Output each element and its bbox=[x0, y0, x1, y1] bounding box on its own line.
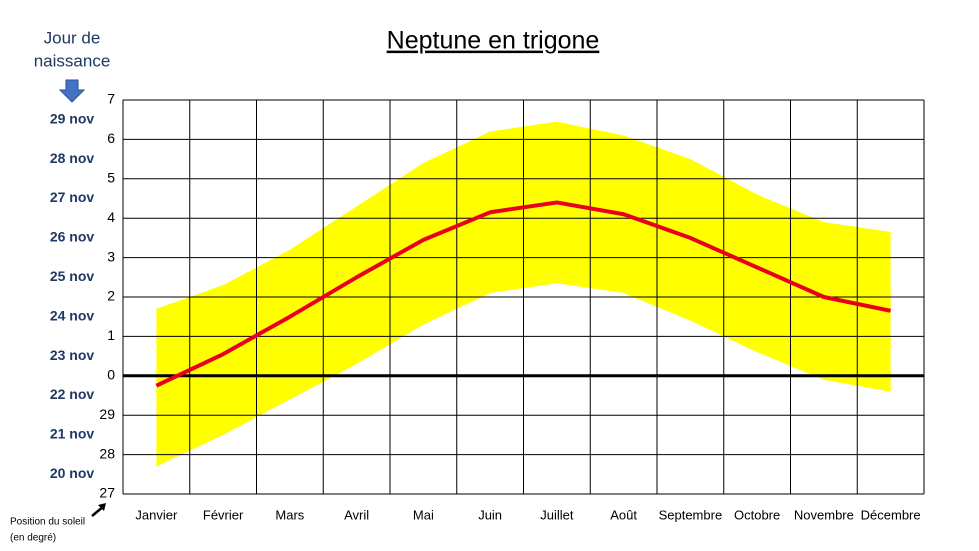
x-tick-label: Août bbox=[610, 507, 637, 522]
band bbox=[156, 121, 891, 467]
x-tick-label: Mai bbox=[413, 507, 434, 522]
y-tick-label: 27 bbox=[99, 485, 115, 501]
y-tick-label: 3 bbox=[107, 248, 115, 264]
x-tick-label: Janvier bbox=[135, 507, 178, 522]
x-tick-label: Septembre bbox=[659, 507, 723, 522]
birthday-label: 24 nov bbox=[50, 307, 95, 323]
x-tick-label: Novembre bbox=[794, 507, 854, 522]
y-tick-label: 2 bbox=[107, 288, 115, 304]
birthday-label: 22 nov bbox=[50, 386, 95, 402]
birthday-label: 25 nov bbox=[50, 268, 95, 284]
birthday-label: 26 nov bbox=[50, 229, 95, 245]
x-tick-label: Décembre bbox=[861, 507, 921, 522]
line bbox=[155, 200, 892, 388]
birthday-label: 27 nov bbox=[50, 189, 95, 205]
birthday-label: 28 nov bbox=[50, 150, 95, 166]
birthday-label: 29 nov bbox=[50, 110, 95, 126]
y-tick-label: 29 bbox=[99, 406, 115, 422]
birthday-label: 20 nov bbox=[50, 465, 95, 481]
x-tick-label: Octobre bbox=[734, 507, 780, 522]
x-tick-label: Février bbox=[203, 507, 244, 522]
left-title: Jour de bbox=[44, 28, 101, 47]
y-tick-label: 28 bbox=[99, 445, 115, 461]
y-tick-label: 4 bbox=[107, 209, 115, 225]
x-tick-label: Mars bbox=[275, 507, 304, 522]
y-tick-label: 1 bbox=[107, 327, 115, 343]
y-tick-label: 7 bbox=[107, 91, 115, 107]
y-tick-label: 5 bbox=[107, 170, 115, 186]
birthday-label: 23 nov bbox=[50, 347, 95, 363]
x-tick-label: Avril bbox=[344, 507, 369, 522]
x-tick-label: Juin bbox=[478, 507, 502, 522]
corner-note: (en degré) bbox=[10, 533, 56, 544]
left-title: naissance bbox=[34, 51, 111, 70]
birthday-label: 21 nov bbox=[50, 426, 95, 442]
corner-note: Position du soleil bbox=[10, 517, 85, 528]
x-tick-label: Juillet bbox=[540, 507, 574, 522]
y-tick-label: 0 bbox=[107, 367, 115, 383]
arrow-down bbox=[58, 79, 86, 103]
arrow-head bbox=[98, 503, 106, 511]
chart-title: Neptune en trigone bbox=[387, 27, 600, 55]
y-tick-label: 6 bbox=[107, 130, 115, 146]
